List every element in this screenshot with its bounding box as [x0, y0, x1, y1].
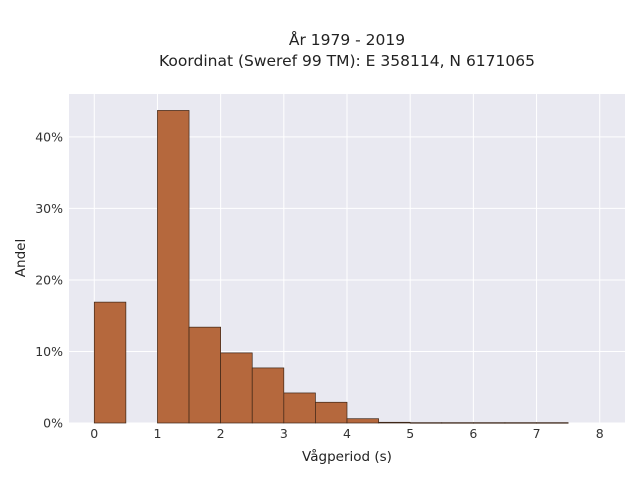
histogram-bar-0	[93, 301, 127, 424]
histogram-bar-3	[220, 352, 253, 424]
x-tick-labels: 0 1 2 3 4 5 6 7 8	[90, 426, 603, 441]
x-tick-label: 3	[280, 426, 288, 441]
y-tick-label: 10%	[35, 344, 63, 359]
chart-title-line-1: År 1979 - 2019	[289, 30, 405, 49]
x-tick-label: 1	[153, 426, 161, 441]
x-tick-label: 7	[533, 426, 541, 441]
histogram-bar-12	[504, 422, 537, 424]
y-tick-label: 30%	[35, 201, 63, 216]
histogram-bar-13	[536, 422, 569, 424]
histogram-bar-4	[251, 367, 285, 424]
histogram-bar-11	[473, 422, 506, 424]
bars	[93, 110, 569, 424]
x-tick-label: 4	[343, 426, 351, 441]
histogram-bar-1	[157, 110, 190, 424]
chart-title-line-2: Koordinat (Sweref 99 TM): E 358114, N 61…	[159, 52, 535, 70]
y-tick-label: 0%	[43, 416, 63, 431]
y-tick-label: 40%	[35, 129, 63, 144]
histogram-bar-9	[409, 422, 443, 424]
x-tick-label: 8	[596, 426, 604, 441]
histogram-bar-7	[346, 418, 379, 424]
histogram-bar-5	[283, 392, 316, 424]
y-axis-label: Andel	[13, 239, 29, 277]
x-tick-label: 2	[217, 426, 225, 441]
x-axis-label: Vågperiod (s)	[302, 448, 392, 465]
histogram-bar-2	[188, 326, 221, 424]
x-tick-label: 5	[406, 426, 414, 441]
x-tick-label: 6	[469, 426, 477, 441]
histogram-bar-10	[441, 422, 474, 424]
x-tick-label: 0	[90, 426, 98, 441]
histogram-bar-8	[378, 421, 411, 424]
y-tick-label: 20%	[35, 272, 63, 287]
y-tick-labels: 0% 10% 20% 30% 40%	[35, 129, 63, 430]
histogram-bar-6	[315, 401, 348, 424]
